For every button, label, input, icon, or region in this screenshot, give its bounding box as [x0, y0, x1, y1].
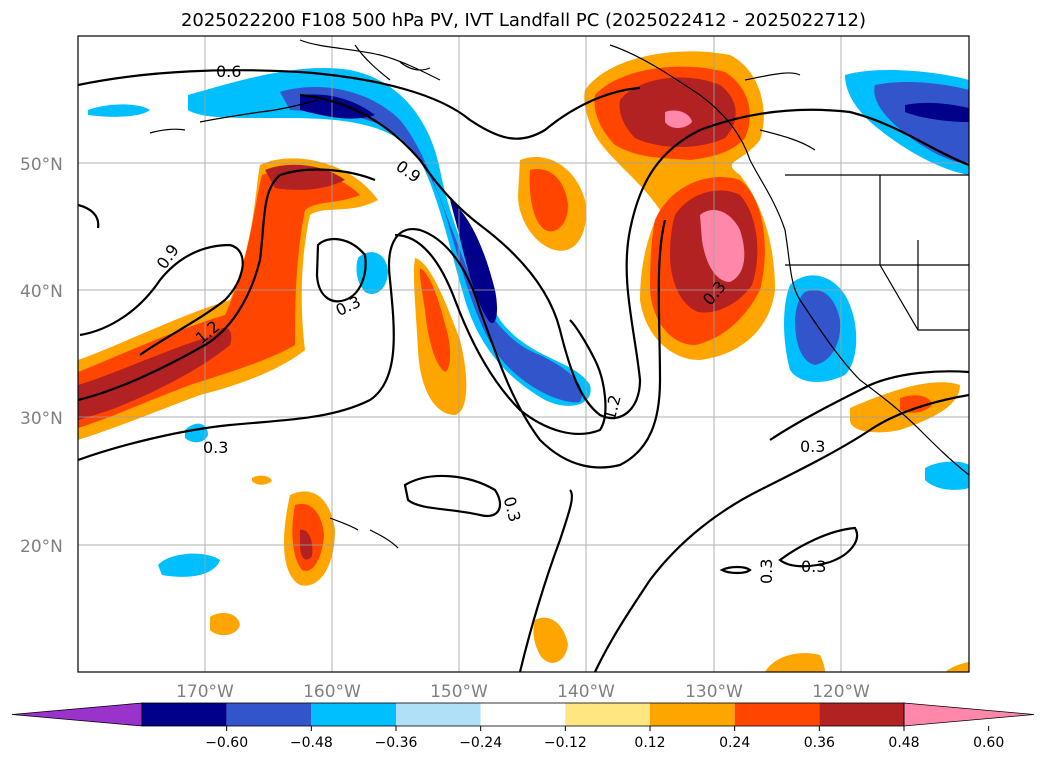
longitude-labels: 170°W 160°W 150°W 140°W 130°W 120°W	[176, 682, 870, 702]
contour-0-6-nw	[78, 203, 100, 229]
lon-label-130w: 130°W	[685, 682, 743, 702]
pv-positive-baja-inner	[900, 395, 932, 413]
pv-negative-northeast-max	[905, 102, 969, 122]
pv-positive-small-140w-s	[533, 617, 568, 663]
map-frame	[77, 35, 970, 673]
colorbar-extend-high	[903, 702, 1035, 727]
lat-label-50n: 50°N	[20, 155, 63, 175]
colorbar-tick-label: 0.48	[888, 735, 919, 751]
contour-0-3-south	[518, 393, 969, 672]
pv-positive-southeast-corner	[945, 662, 969, 672]
colorbar-tick-label: −0.12	[544, 735, 587, 751]
pv-positive-south-edge	[765, 653, 825, 672]
lon-label-120w: 120°W	[812, 682, 870, 702]
contour-0-3-east	[769, 370, 969, 441]
contour-0-3-hawaii	[403, 474, 502, 518]
lon-label-150w: 150°W	[430, 682, 488, 702]
contour-label: 0.3	[203, 438, 228, 457]
lat-label-30n: 30°N	[20, 409, 63, 429]
contour-0-6	[78, 69, 641, 140]
contour-0-3-outer	[78, 219, 667, 469]
colorbar-tick-label: 0.60	[973, 735, 1004, 751]
colorbar-tick-label: 0.36	[804, 735, 835, 751]
colorbar-segment	[396, 703, 481, 726]
pv-positive-140w-inner	[529, 168, 568, 232]
colorbar-segment	[734, 703, 820, 726]
colorbar-segment	[480, 703, 566, 726]
contour-label: 0.3	[801, 557, 826, 576]
colorbar: −0.60 −0.48 −0.36 −0.24 −0.12 0.12 0.24 0.36 0.4…	[11, 702, 1035, 751]
pv-negative-aleutian-max	[300, 94, 375, 119]
lon-label-170w: 170°W	[176, 682, 234, 702]
contour-1-2-west	[78, 168, 376, 402]
pv-negative-small-160	[356, 252, 388, 294]
contour-label: 0.3	[800, 437, 825, 456]
contour-label: 0.6	[216, 62, 241, 81]
pv-negative-aleutian-core	[280, 87, 582, 403]
colorbar-tick-label: −0.60	[205, 735, 248, 751]
colorbar-outline	[141, 702, 905, 727]
contour-0-3-se	[778, 526, 858, 568]
lat-label-20n: 20°N	[20, 537, 63, 557]
contour-0-3-small	[719, 565, 752, 575]
colorbar-segment	[226, 703, 312, 726]
shaded-fields	[78, 51, 969, 672]
latitude-labels: 50°N 40°N 30°N 20°N	[20, 155, 63, 557]
contour-0-9-west	[79, 243, 244, 356]
colorbar-tick-label: 0.24	[719, 735, 750, 751]
contour-1-2-center	[394, 233, 607, 435]
pv-positive-gulf-alaska-max	[665, 110, 692, 128]
pv-positive-west-jet-dark-n	[265, 164, 345, 190]
pv-positive-pnw-max	[700, 210, 745, 282]
graticule	[78, 36, 969, 672]
lon-label-160w: 160°W	[303, 682, 361, 702]
colorbar-tick-label: −0.48	[290, 735, 333, 751]
pv-negative-baja	[925, 461, 969, 490]
colorbar-segment	[650, 703, 735, 726]
pv-positive-small-25n	[252, 475, 272, 485]
contour-0-3-160w	[315, 237, 367, 303]
pv-negative-small-w	[88, 104, 150, 117]
colorbar-segment	[311, 703, 396, 726]
contour-0-9	[299, 93, 969, 420]
colorbar-tick-label: −0.24	[459, 735, 502, 751]
pv-positive-small-10n	[210, 613, 240, 636]
lat-label-40n: 40°N	[20, 282, 63, 302]
colorbar-segment	[142, 703, 227, 726]
coastlines	[149, 39, 969, 549]
contour-label: 0.3	[757, 559, 776, 584]
pv-positive-central-inner	[419, 268, 451, 372]
pv-negative-northeast-core	[874, 82, 969, 165]
colorbar-extend-low	[11, 702, 143, 727]
lon-label-140w: 140°W	[557, 682, 615, 702]
ivt-contours	[78, 69, 969, 672]
pv-negative-center-max	[450, 200, 498, 324]
colorbar-tick-label: 0.12	[634, 735, 665, 751]
colorbar-tick-label: −0.36	[375, 735, 418, 751]
colorbar-segment	[565, 703, 650, 726]
colorbar-segment	[819, 703, 904, 726]
map-title: 2025022200 F108 500 hPa PV, IVT Landfall…	[180, 10, 867, 31]
